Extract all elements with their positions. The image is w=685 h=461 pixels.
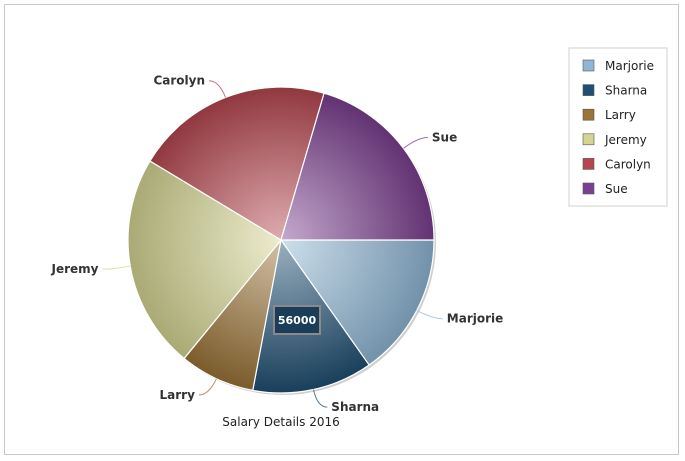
pie-slice-jeremy[interactable] [127,160,282,360]
value-tooltip: 56000 [273,305,321,335]
leader-line-jeremy [102,265,131,270]
legend: Marjorie Sharna Larry Jeremy Carolyn Sue [568,47,668,207]
legend-swatch-sharna[interactable] [582,84,595,96]
slice-label-marjorie: Marjorie [447,312,503,326]
pie-slice-marjorie[interactable] [279,239,435,366]
svg-text:56000: 56000 [278,314,317,327]
legend-label-larry[interactable]: Larry [605,108,636,122]
legend-swatch-marjorie[interactable] [582,59,595,72]
leader-line-sharna [313,389,328,408]
leader-line-sue [403,137,428,149]
legend-label-jeremy[interactable]: Jeremy [604,133,647,147]
pie-slice-carolyn[interactable] [149,86,325,241]
legend-label-marjorie[interactable]: Marjorie [605,59,654,73]
slice-label-larry: Larry [159,388,195,402]
legend-swatch-jeremy[interactable] [582,133,595,146]
leader-line-carolyn [208,80,226,98]
legend-label-sharna[interactable]: Sharna [605,84,647,98]
chart-title: Salary Details 2016 [222,415,339,429]
legend-swatch-carolyn[interactable] [582,158,595,170]
leader-line-marjorie [416,309,443,320]
leader-line-larry [198,378,217,396]
legend-swatch-sue[interactable] [582,182,595,195]
legend-label-sue[interactable]: Sue [605,182,628,196]
slice-label-jeremy: Jeremy [51,262,99,276]
legend-label-carolyn[interactable]: Carolyn [605,157,651,171]
slice-label-sharna: Sharna [331,400,379,414]
slice-label-sue: Sue [432,131,457,145]
pie-slice-sue[interactable] [280,92,435,241]
slice-label-carolyn: Carolyn [153,74,205,88]
legend-swatch-larry[interactable] [582,108,595,121]
